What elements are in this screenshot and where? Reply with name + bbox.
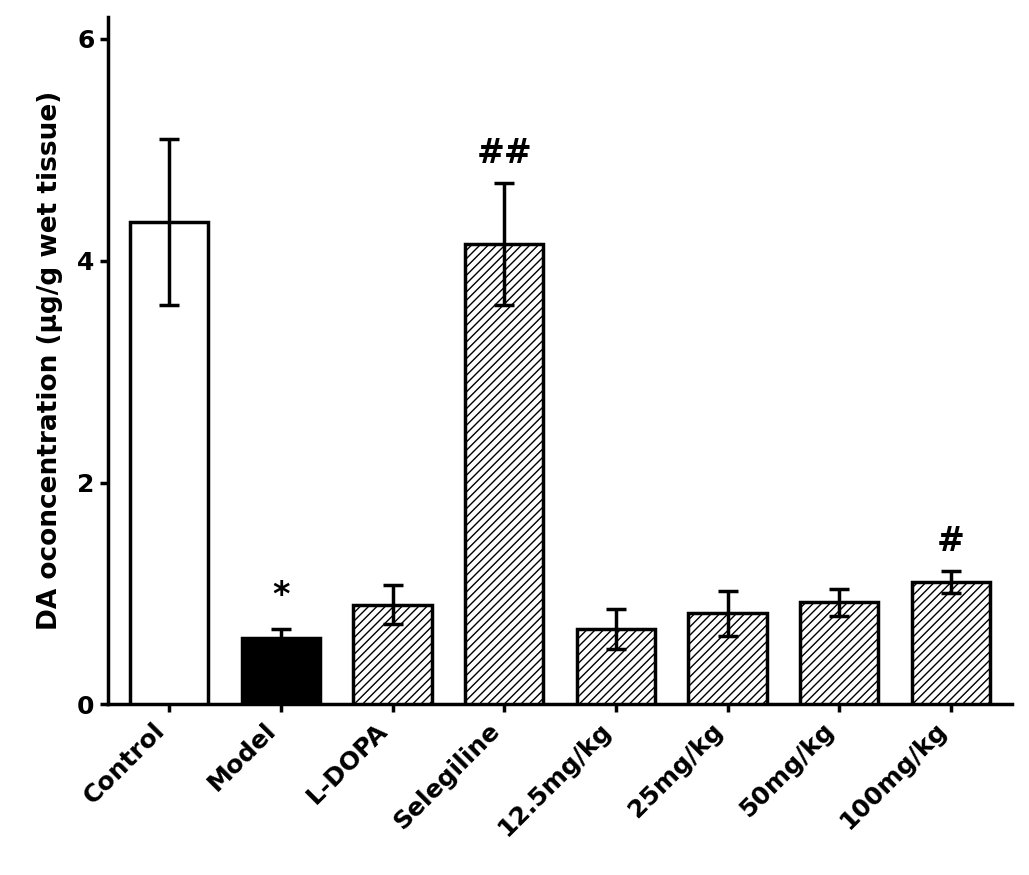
Text: #: #: [937, 525, 965, 558]
Bar: [801, 602, 879, 704]
Bar: [130, 222, 208, 704]
Text: *: *: [272, 579, 290, 612]
Bar: [577, 629, 655, 704]
Bar: [242, 638, 320, 704]
Bar: [465, 244, 543, 704]
Y-axis label: DA oconcentration (μg/g wet tissue): DA oconcentration (μg/g wet tissue): [37, 91, 63, 630]
Bar: [354, 605, 431, 704]
Bar: [912, 583, 990, 704]
Text: ##: ##: [476, 136, 532, 170]
Bar: [688, 613, 767, 704]
